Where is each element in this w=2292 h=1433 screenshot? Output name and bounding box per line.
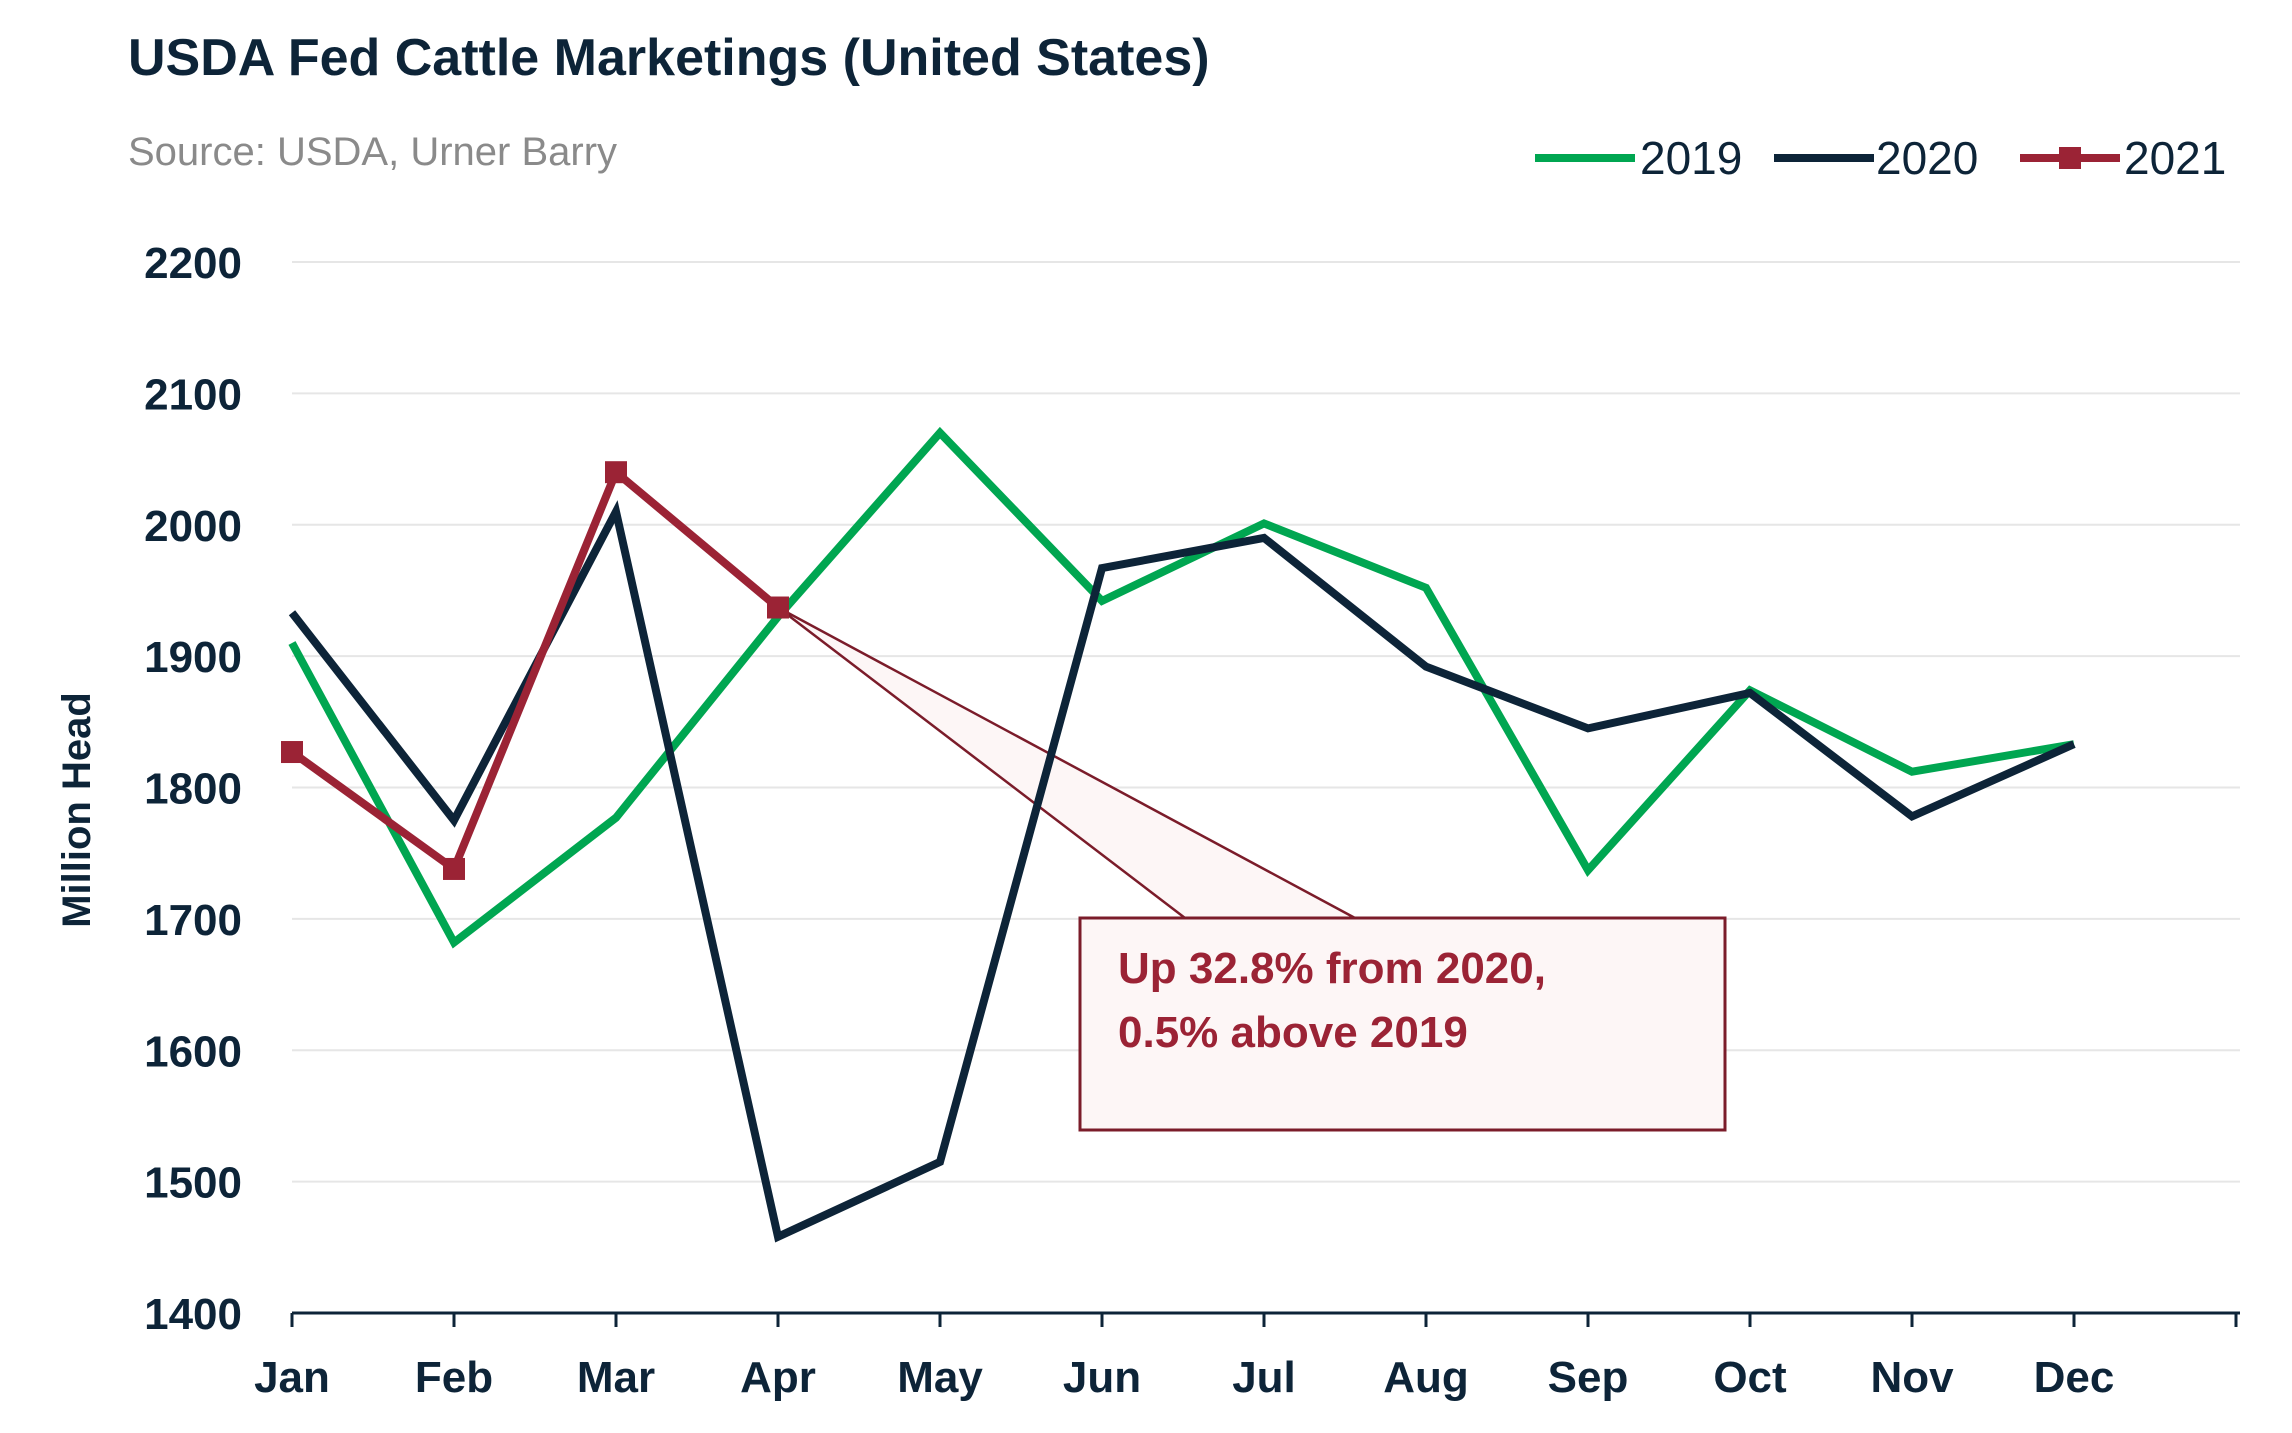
legend: 2019 2020 2021: [1535, 132, 2226, 184]
x-tick-label: Jun: [1063, 1353, 1141, 1402]
x-tick-label: Dec: [2034, 1353, 2115, 1402]
legend-label-2019: 2019: [1640, 132, 1742, 184]
annotation-text: 0.5% above 2019: [1118, 1008, 1468, 1057]
x-tick-label: Mar: [577, 1353, 655, 1402]
y-tick-label: 2100: [144, 370, 242, 419]
x-tick-label: Aug: [1383, 1353, 1469, 1402]
y-tick-label: 1800: [144, 765, 242, 814]
chart-source: Source: USDA, Urner Barry: [128, 130, 618, 174]
data-point-2021: [281, 741, 303, 764]
legend-marker-2021: [2059, 147, 2081, 169]
y-tick-labels: 1400 1500 1600 1700 1800 1900 2000 2100 2200: [144, 239, 242, 1339]
x-tick-label: Apr: [740, 1353, 816, 1402]
series-lines: [281, 426, 2076, 1243]
y-tick-label: 2000: [144, 502, 242, 551]
x-tick-label: Jan: [254, 1353, 330, 1402]
annotation-box: [1078, 916, 1727, 1132]
x-tick-label: Oct: [1713, 1353, 1787, 1402]
y-tick-label: 1700: [144, 896, 242, 945]
x-axis: Jan Feb Mar Apr May Jun Jul Aug Sep Oct Nov Dec: [254, 1311, 2240, 1402]
data-point-2021: [767, 596, 789, 619]
x-tick-label: Sep: [1548, 1353, 1629, 1402]
series-line-2019: [288, 426, 2075, 949]
x-tick-label: May: [897, 1353, 983, 1402]
y-tick-label: 1500: [144, 1159, 242, 1208]
annotation-text: Up 32.8% from 2020,: [1118, 944, 1546, 993]
y-tick-label: 1400: [144, 1290, 242, 1339]
legend-label-2020: 2020: [1876, 132, 1978, 184]
data-point-2021: [605, 461, 627, 484]
annotation-callout: Up 32.8% from 2020, 0.5% above 2019: [777, 606, 1727, 1132]
legend-label-2021: 2021: [2124, 132, 2226, 184]
y-tick-label: 1900: [144, 633, 242, 682]
y-tick-label: 1600: [144, 1027, 242, 1076]
y-axis-label: Million Head: [55, 692, 99, 928]
series-line-2021: [289, 465, 781, 876]
x-tick-label: Nov: [1870, 1353, 1954, 1402]
data-point-2021: [443, 857, 465, 880]
series-line-2020: [288, 500, 2076, 1243]
chart-title: USDA Fed Cattle Marketings (United State…: [128, 29, 1210, 87]
x-tick-label: Jul: [1232, 1353, 1296, 1402]
annotation-pointer: [777, 606, 1356, 920]
y-tick-label: 2200: [144, 239, 242, 288]
x-tick-label: Feb: [415, 1353, 493, 1402]
